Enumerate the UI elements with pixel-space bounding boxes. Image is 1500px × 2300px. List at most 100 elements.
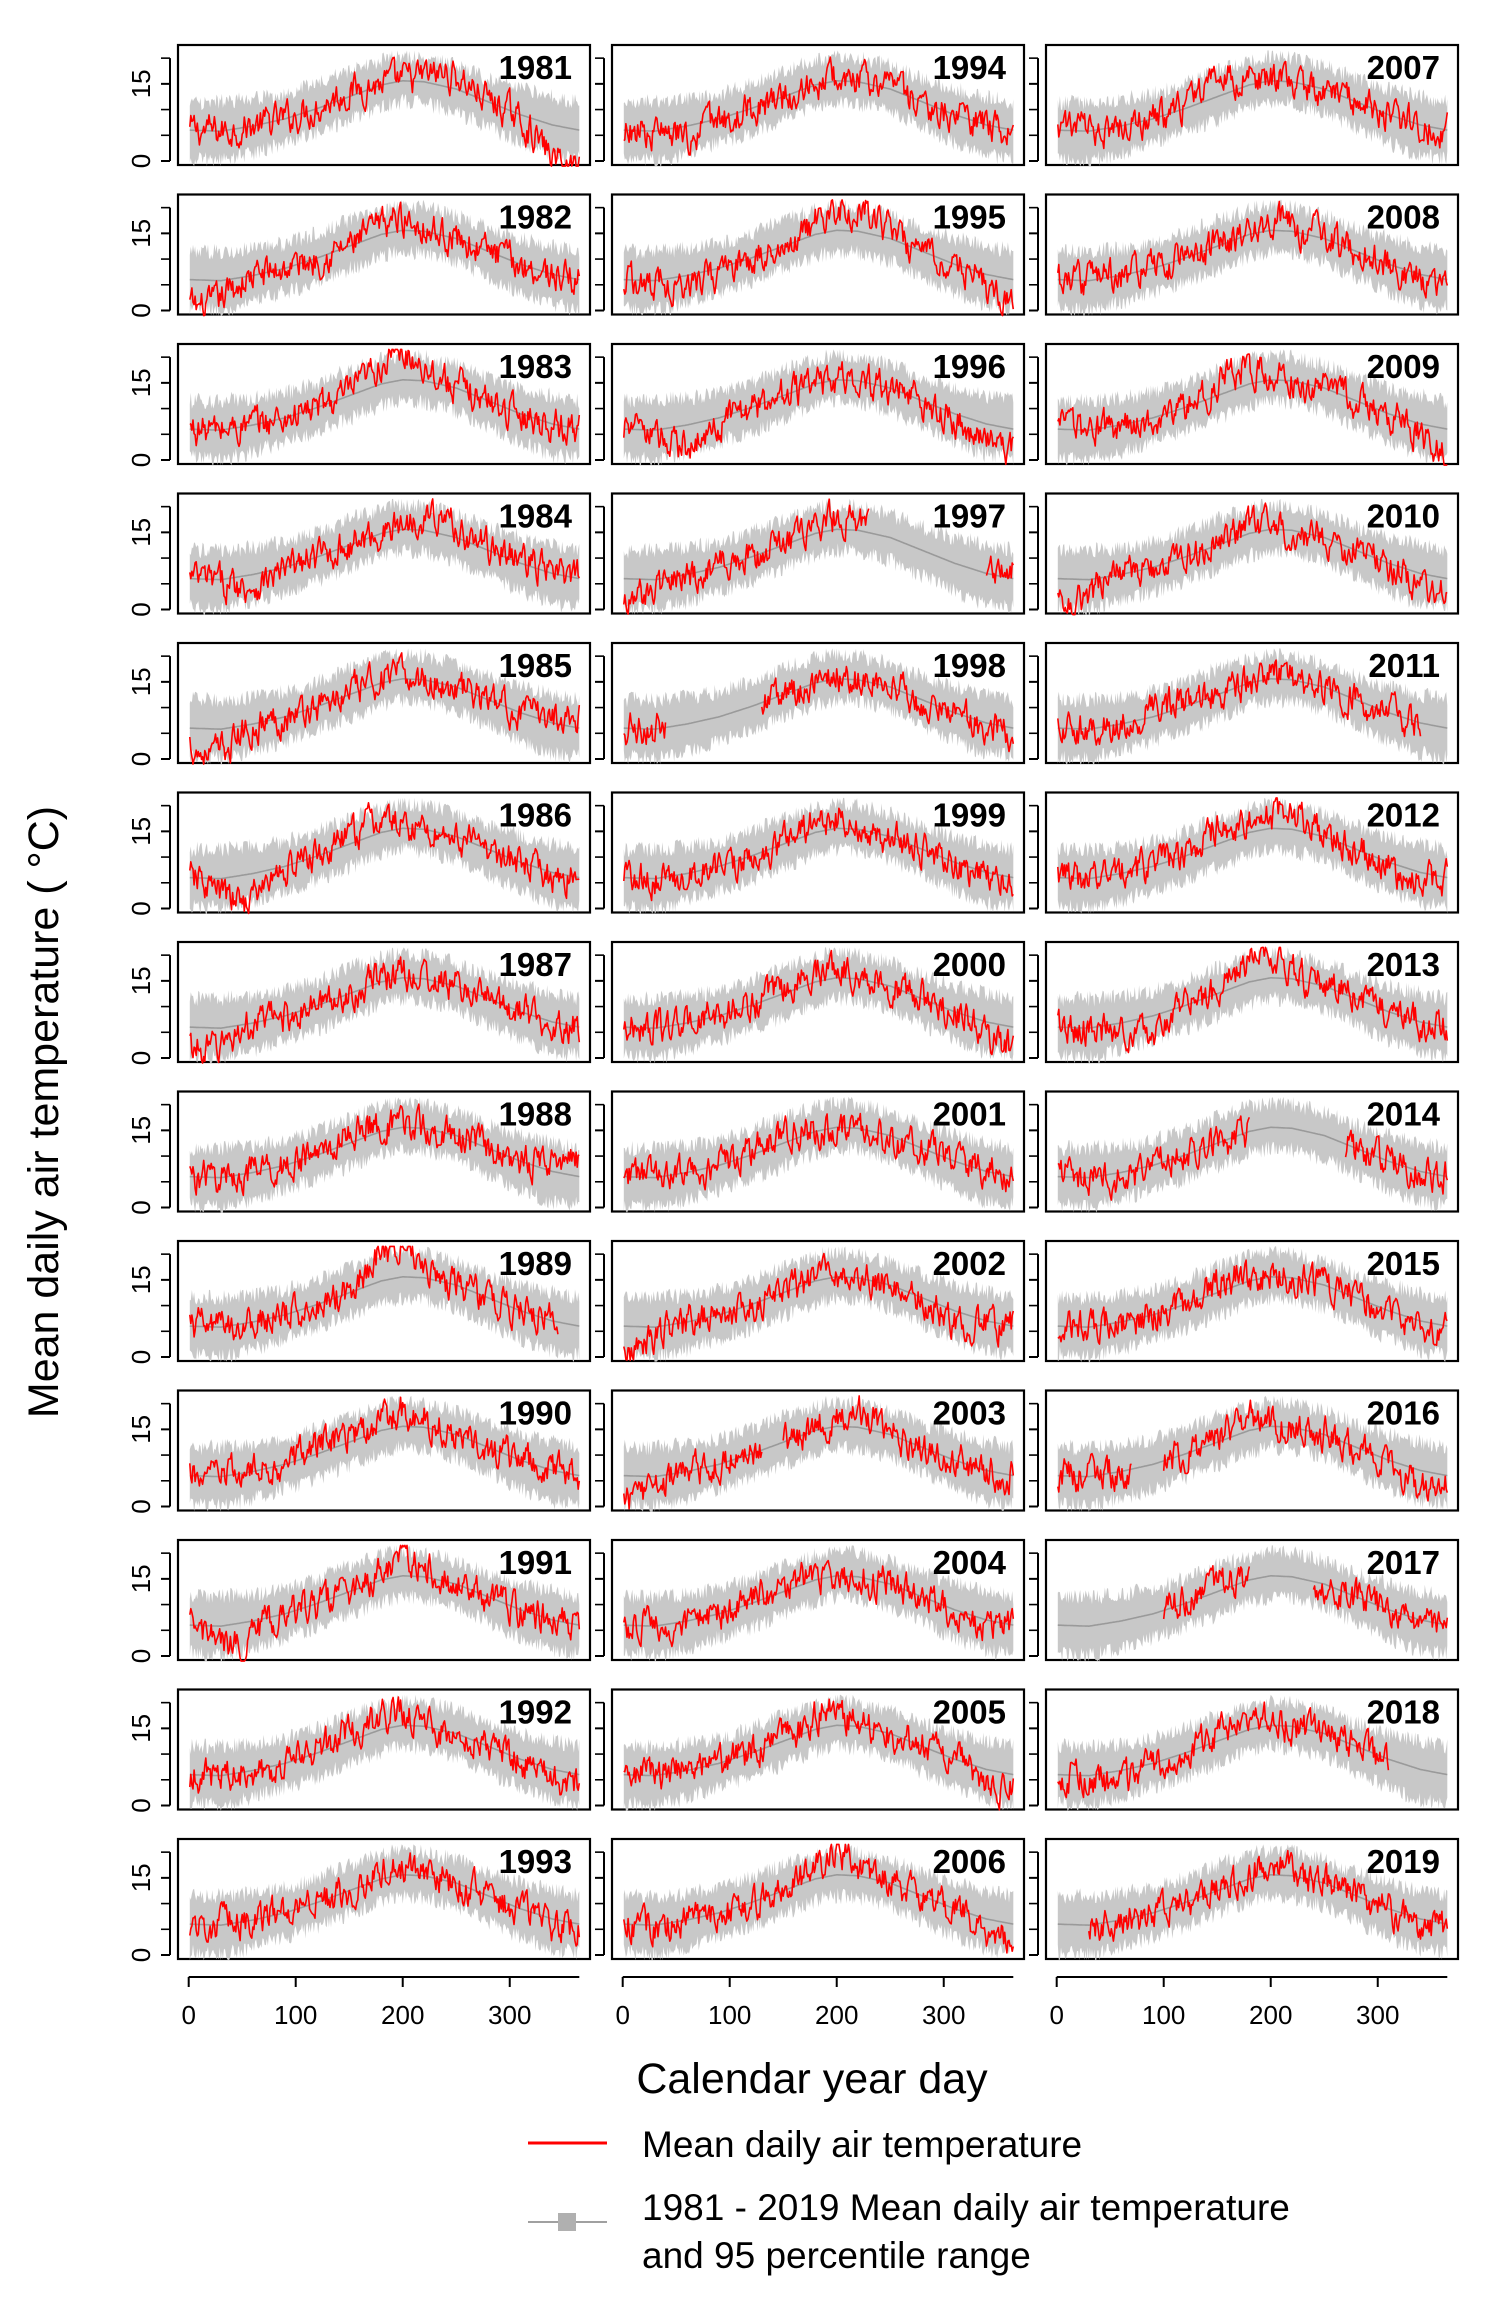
series-1990 [189,1396,581,1490]
panel-2018: 2018 [1044,1688,1460,1811]
panel-1984: 1984 [176,492,592,615]
year-label: 1995 [933,199,1006,236]
panel-1982: 1982 [176,193,592,317]
panel-1997: 1997 [610,492,1026,615]
panel-2000: 2000 [610,940,1026,1064]
panel-1993: 1993 [176,1837,592,1961]
panel-1994: 1994 [610,43,1026,167]
panel-2008: 2008 [1044,193,1460,316]
y-tick-label: 0 [560,453,590,467]
year-label: 1993 [499,1843,572,1880]
year-label: 2006 [933,1843,1006,1880]
y-tick-label: 15 [994,518,1024,547]
year-label: 1999 [933,797,1006,834]
percentile-band [1057,1694,1448,1811]
year-label: 2005 [933,1694,1006,1731]
y-tick-label: 0 [126,602,156,616]
y-tick-label: 0 [126,752,156,766]
y-tick-label: 15 [126,966,156,995]
year-label: 1981 [499,49,572,86]
series-1993 [189,1852,581,1947]
y-tick-label: 15 [560,1116,590,1145]
panel-1990: 1990 [176,1389,592,1512]
series-2006 [623,1843,1015,1954]
y-tick-label: 15 [994,1265,1024,1294]
climatology-mean-line [189,1425,580,1478]
x-tick-label: 200 [1249,2000,1292,2030]
panel-2019: 2019 [1044,1837,1460,1961]
year-label: 2014 [1367,1096,1441,1133]
year-label: 1988 [499,1096,572,1133]
panel-1998: 1998 [610,641,1026,765]
y-tick-label: 0 [560,1649,590,1663]
y-tick-label: 15 [126,667,156,696]
climatology-mean-line [623,80,1014,133]
series-2002 [623,1252,1015,1361]
x-axis-title: Calendar year day [636,2055,988,2103]
y-tick-label: 15 [560,1564,590,1593]
percentile-band [189,1246,580,1363]
axes-layer: 0 15 0 15 0 15 0 15 0 15 0 15 0 15 0 15 0 15 0 15 0 15 0 15 0 15 0… [126,57,1448,2030]
y-tick-label: 0 [994,1649,1024,1663]
panel-1988: 1988 [176,1090,592,1213]
y-tick-label: 15 [560,817,590,846]
series-2011 [1057,659,1422,746]
x-tick-label: 100 [1142,2000,1185,2030]
y-tick-label: 0 [994,453,1024,467]
y-tick-label: 15 [126,1863,156,1892]
year-label: 1992 [499,1694,572,1731]
percentile-band [189,498,580,615]
percentile-band [1057,1395,1448,1512]
series-2008 [1057,200,1449,299]
y-tick-label: 15 [126,1265,156,1294]
x-tick-label: 100 [708,2000,751,2030]
percentile-band [623,1545,1014,1662]
year-label: 2013 [1367,946,1440,983]
year-label: 2000 [933,946,1006,983]
series-2001 [623,1112,1015,1193]
series-2014b [1344,1129,1449,1195]
series-2010 [1057,502,1448,616]
year-label: 2010 [1367,498,1440,535]
y-tick-label: 15 [126,817,156,846]
legend-grey-marker [558,2213,576,2231]
year-label: 1985 [499,647,572,684]
x-tick-label: 200 [381,2000,424,2030]
panel-2014: 2014 [1044,1090,1460,1213]
panel-1987: 1987 [176,940,592,1064]
percentile-band [623,498,1014,615]
climatology-mean-line [189,229,580,282]
percentile-band [1057,1545,1448,1662]
series-2013 [1057,946,1449,1054]
y-tick-label: 0 [560,1350,590,1364]
y-tick-label: 15 [560,518,590,547]
percentile-band [1057,797,1448,914]
series-1989 [189,1245,559,1341]
series-2017 [1162,1565,1251,1620]
series-2007 [1057,60,1449,150]
panel-2001: 2001 [610,1090,1026,1213]
y-tick-label: 0 [560,1200,590,1214]
series-2004 [623,1559,1015,1648]
panel-2013: 2013 [1044,940,1460,1064]
y-tick-label: 15 [560,1863,590,1892]
y-tick-label: 15 [126,1564,156,1593]
percentile-band [623,947,1014,1064]
climatology-mean-line [1057,1874,1448,1927]
y-tick-label: 15 [560,667,590,696]
percentile-band [189,1545,580,1662]
climatology-mean-line [189,1126,580,1179]
year-label: 2008 [1367,199,1440,236]
climatology-mean-line [623,1126,1014,1179]
panel-2009: 2009 [1044,342,1460,466]
panel-1996: 1996 [610,342,1026,466]
y-tick-label: 0 [560,154,590,168]
panel-2017: 2017 [1044,1538,1460,1662]
y-tick-label: 0 [560,303,590,317]
series-1987 [189,956,581,1064]
series-2014 [1057,1115,1251,1201]
percentile-band [189,648,580,765]
panel-2016: 2016 [1044,1389,1460,1512]
y-tick-label: 0 [126,901,156,915]
series-1983 [189,348,581,448]
